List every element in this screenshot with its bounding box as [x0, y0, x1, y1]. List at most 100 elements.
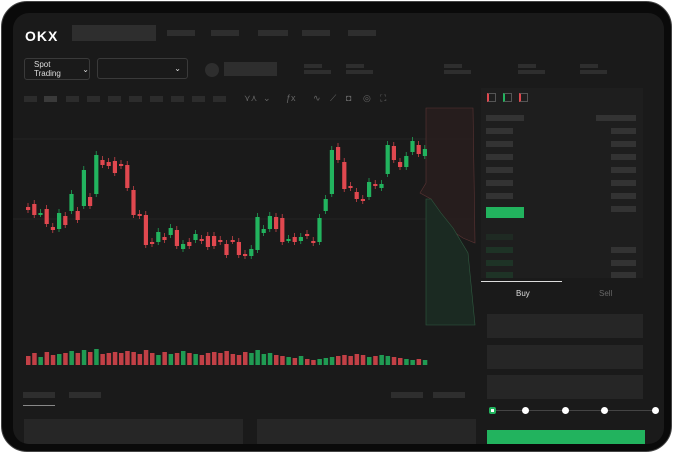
slider-mark-50[interactable] [562, 407, 569, 414]
volume-bar [317, 359, 322, 365]
candle [385, 145, 390, 174]
line-icon[interactable]: ⋎⋏ [244, 93, 258, 103]
candle [69, 194, 74, 211]
asks-only-icon[interactable] [519, 93, 528, 102]
candle [150, 242, 155, 244]
ask-amount [611, 180, 636, 186]
spot-trading-dropdown[interactable]: Spot Trading ⌄ [24, 58, 90, 80]
total-input[interactable] [487, 375, 643, 399]
bid-amount [611, 260, 636, 266]
volume-bar [32, 353, 37, 365]
settings-icon[interactable]: ◎ [363, 93, 371, 103]
dropdown-label: Spot Trading [34, 60, 61, 78]
volume-bar [125, 351, 130, 365]
candle [398, 162, 403, 167]
volume-bar [267, 353, 273, 365]
nav-item[interactable] [302, 30, 330, 36]
candle [94, 155, 99, 194]
volume-bar [150, 353, 155, 365]
bid-amount [611, 272, 636, 278]
indicator-icon[interactable]: ƒx [286, 93, 296, 103]
tab-open-orders[interactable] [23, 392, 55, 398]
slider-mark-25[interactable] [522, 407, 529, 414]
timeframe-button[interactable] [192, 96, 205, 102]
candle [280, 218, 285, 242]
volume-bar [323, 358, 329, 365]
ask-amount [611, 154, 636, 160]
nav-item[interactable] [258, 30, 288, 36]
candle [81, 170, 86, 206]
candlestick-chart[interactable] [13, 13, 483, 373]
slider-mark-75[interactable] [601, 407, 608, 414]
volume-bar [391, 357, 397, 365]
amount-input[interactable] [487, 345, 643, 369]
volume-bar [385, 356, 391, 365]
amount-slider[interactable] [489, 407, 659, 414]
stat-value [444, 70, 471, 74]
bid-amount [611, 247, 636, 253]
tab-sell[interactable]: Sell [599, 289, 613, 298]
camera-icon[interactable]: ◘ [346, 93, 352, 103]
candle [230, 240, 235, 242]
tab-order-history[interactable] [69, 392, 101, 398]
price-input[interactable] [487, 314, 643, 338]
pair-dropdown[interactable]: ⌄ [97, 58, 188, 79]
slider-handle[interactable] [489, 407, 496, 414]
active-tab-indicator [481, 281, 562, 282]
candle [274, 217, 279, 229]
volume-bar [162, 352, 167, 365]
candle [292, 237, 297, 242]
timeframe-button[interactable] [213, 96, 226, 102]
filter-button[interactable] [391, 392, 423, 398]
bid-depth-area [425, 198, 476, 326]
bids-only-icon[interactable] [503, 93, 512, 102]
timeframe-button[interactable] [129, 96, 142, 102]
ruler-icon[interactable]: ⟋ [330, 93, 337, 103]
timeframe-button[interactable] [87, 96, 100, 102]
candle [119, 164, 124, 166]
fullscreen-icon[interactable]: ⛶ [380, 93, 387, 103]
candle [106, 162, 111, 166]
volume-bar [212, 352, 217, 365]
volume-bar [193, 354, 198, 365]
volume-bar [261, 354, 267, 365]
nav-item[interactable] [348, 30, 376, 36]
nav-item[interactable] [211, 30, 239, 36]
volume-bar [44, 352, 50, 365]
wave-icon[interactable]: ∿ [313, 93, 321, 103]
volume-bar [106, 353, 112, 365]
candle [410, 141, 415, 152]
search-bar[interactable] [72, 25, 156, 41]
last-amount [611, 206, 636, 212]
volume-bar [336, 356, 341, 365]
nav-item[interactable] [167, 30, 195, 36]
candle-icon[interactable]: ⌄ [263, 93, 271, 103]
volume-bar [38, 357, 43, 365]
slider-mark-100[interactable] [652, 407, 659, 414]
filter-button[interactable] [433, 392, 465, 398]
timeframe-button[interactable] [108, 96, 121, 102]
stat-value [518, 70, 545, 74]
volume-bar [81, 350, 87, 365]
volume-bar [50, 355, 56, 365]
tab-buy[interactable]: Buy [516, 289, 530, 298]
timeframe-button[interactable] [44, 96, 57, 102]
both-sides-icon[interactable] [487, 93, 496, 102]
ask-price [486, 193, 513, 199]
volume-bar [274, 355, 279, 365]
timeframe-button[interactable] [24, 96, 37, 102]
timeframe-button[interactable] [66, 96, 79, 102]
candle [224, 244, 229, 255]
candle [125, 165, 130, 188]
volume-bar [379, 355, 384, 365]
candle [391, 146, 396, 160]
candle [329, 150, 334, 194]
volume-bar [348, 356, 353, 365]
candle [317, 218, 322, 242]
timeframe-button[interactable] [150, 96, 163, 102]
timeframe-button[interactable] [171, 96, 184, 102]
stat-value [580, 70, 607, 74]
bid-price [486, 247, 513, 253]
volume-bar [57, 354, 62, 365]
buy-button[interactable] [487, 430, 645, 444]
